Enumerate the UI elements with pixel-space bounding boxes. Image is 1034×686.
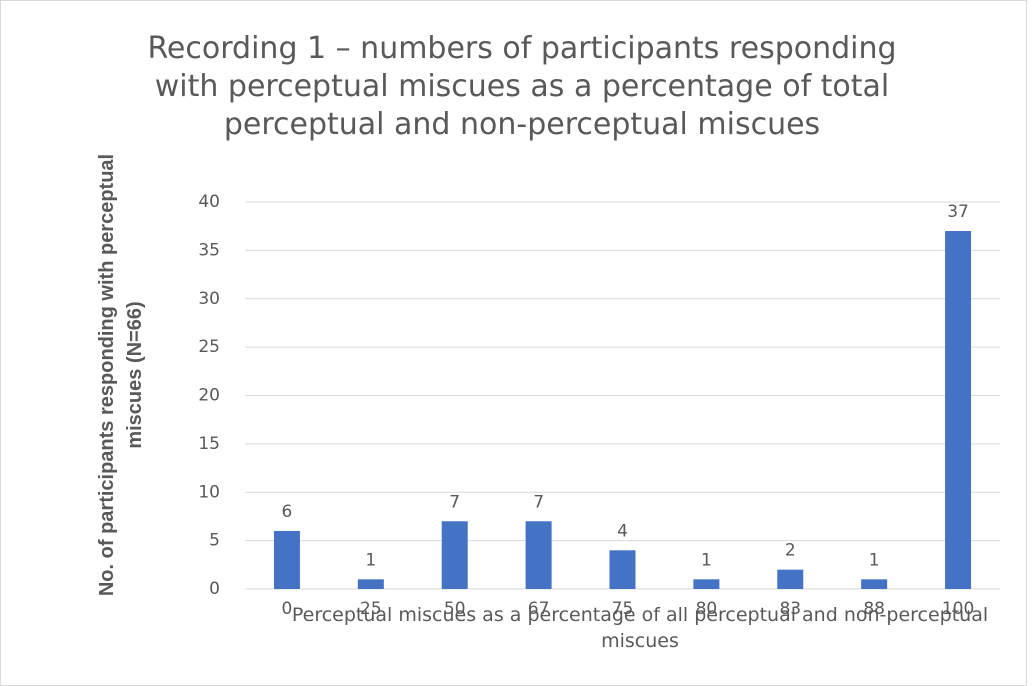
x-tick-label: 25 <box>360 599 382 619</box>
data-label: 1 <box>365 550 376 570</box>
bar <box>777 569 804 589</box>
bar <box>273 530 300 589</box>
bar <box>525 521 552 589</box>
y-tick-label: 25 <box>198 337 220 357</box>
y-tick-label: 15 <box>198 434 220 454</box>
x-tick-label: 100 <box>942 599 974 619</box>
data-label: 2 <box>785 541 796 561</box>
data-label: 1 <box>701 550 712 570</box>
x-tick-label: 80 <box>696 599 718 619</box>
data-label: 1 <box>869 550 880 570</box>
bar <box>945 231 972 589</box>
bar <box>609 550 636 589</box>
y-tick-label: 30 <box>198 289 220 309</box>
y-tick-label: 0 <box>209 579 220 599</box>
y-tick-label: 35 <box>198 240 220 260</box>
y-tick-label: 5 <box>209 531 220 551</box>
x-tick-label: 67 <box>528 599 550 619</box>
x-tick-label: 88 <box>863 599 885 619</box>
bar <box>357 579 384 589</box>
data-label: 37 <box>947 202 969 222</box>
bar <box>861 579 888 589</box>
x-tick-label: 50 <box>444 599 466 619</box>
data-label: 7 <box>533 492 544 512</box>
y-tick-label: 10 <box>198 482 220 502</box>
x-tick-label: 83 <box>779 599 801 619</box>
bar <box>693 579 720 589</box>
y-axis-label: No. of participants responding with perc… <box>96 153 146 597</box>
bar <box>441 521 468 589</box>
data-label: 7 <box>449 492 460 512</box>
data-label: 4 <box>617 521 628 541</box>
y-tick-label: 20 <box>198 386 220 406</box>
x-axis-label: Perceptual miscues as a percentage of al… <box>291 604 989 652</box>
data-label: 6 <box>282 502 293 522</box>
chart-title: Recording 1 – numbers of participants re… <box>147 31 897 142</box>
y-tick-label: 40 <box>198 192 220 212</box>
x-tick-label: 0 <box>282 599 293 619</box>
x-tick-label: 75 <box>612 599 634 619</box>
